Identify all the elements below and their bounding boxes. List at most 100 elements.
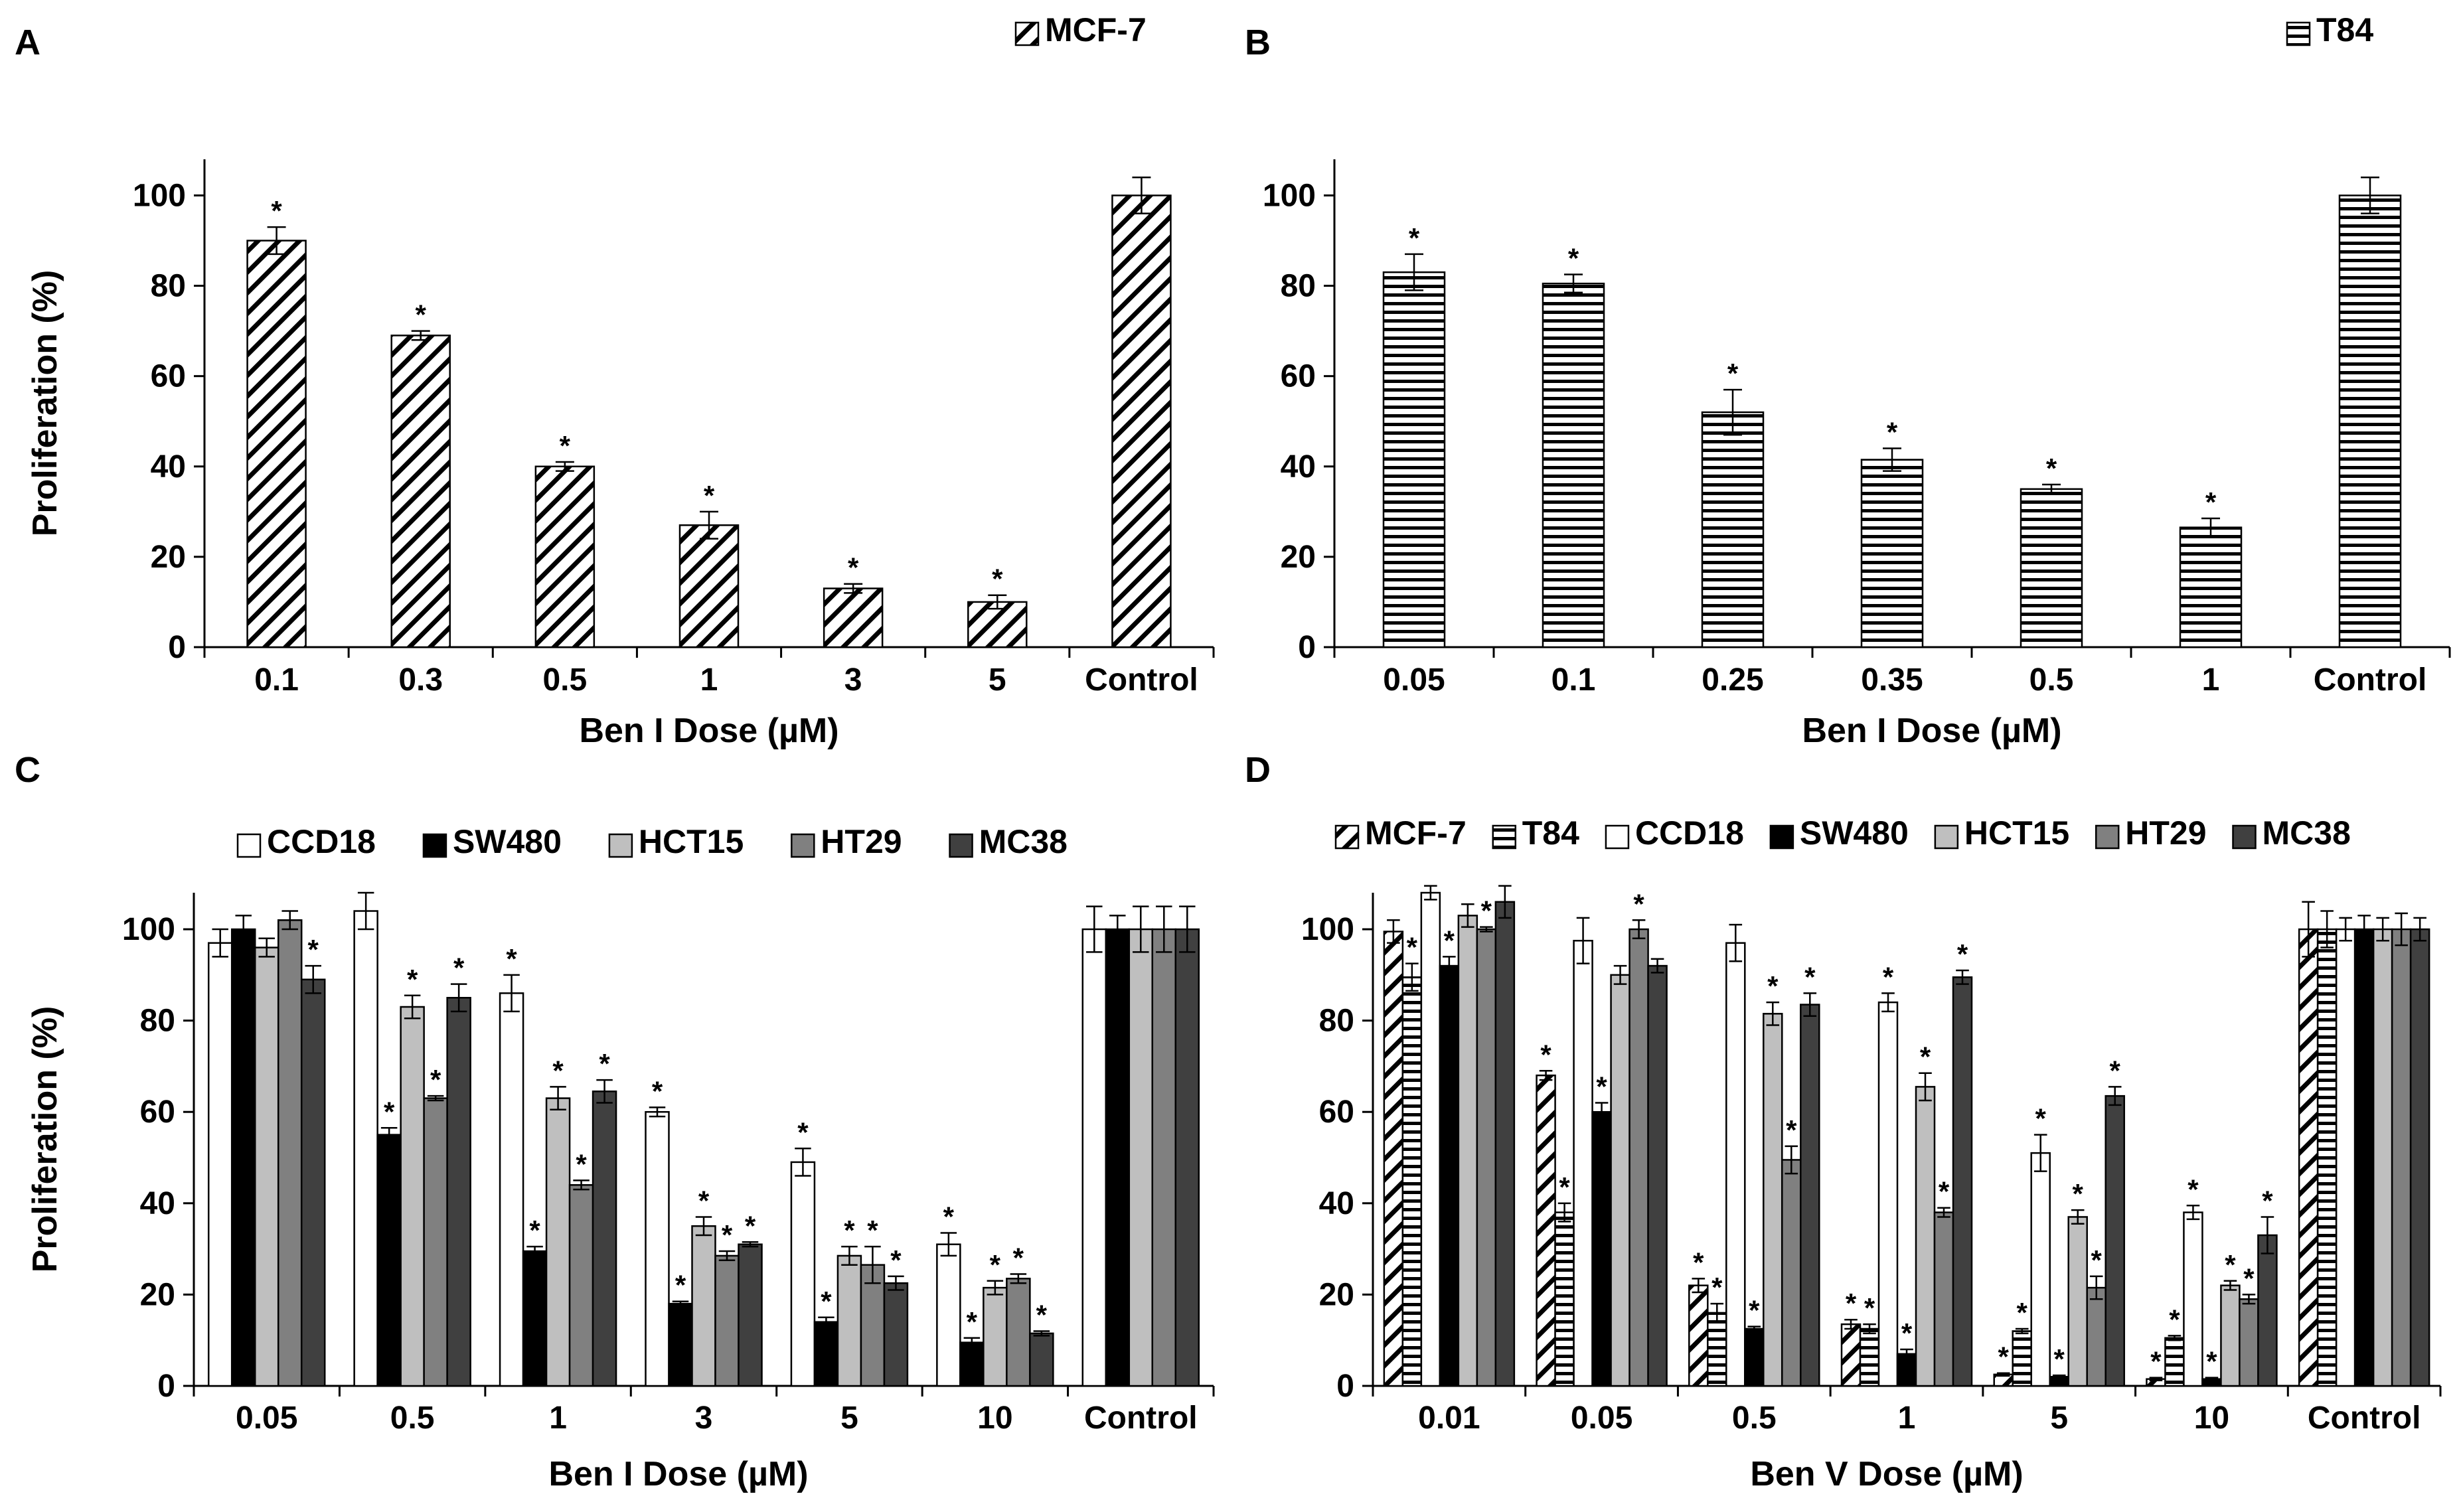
significance-star: * [2169, 1304, 2180, 1335]
bar-ccd18-control [1081, 928, 1107, 1387]
y-tick-label: 100 [1301, 912, 1354, 947]
bar-mc38-0.5 [1800, 1004, 1820, 1387]
bar-ccd18-0.01 [1420, 891, 1441, 1387]
significance-star: * [1749, 1295, 1760, 1326]
x-tick-label: Control [2314, 662, 2427, 698]
bar-t84-0.35 [1860, 459, 1924, 648]
significance-star: * [890, 1245, 902, 1276]
bar-t84-5 [2012, 1330, 2032, 1387]
bar-t84-0.05 [1554, 1211, 1575, 1387]
legend-swatch [422, 833, 447, 858]
legend-label: HCT15 [639, 823, 744, 860]
significance-star: * [1444, 925, 1455, 956]
legend-swatch [2232, 824, 2257, 850]
significance-star: * [529, 1215, 540, 1246]
significance-star: * [2054, 1343, 2065, 1375]
significance-star: * [2110, 1055, 2121, 1086]
x-tick-label: 0.1 [1551, 662, 1596, 698]
x-tick-label: 10 [977, 1400, 1012, 1436]
significance-star: * [675, 1270, 686, 1301]
y-tick-label: 80 [1281, 269, 1316, 304]
x-tick-label: Control [2308, 1400, 2421, 1436]
bar-ccd18-0.05 [207, 942, 233, 1387]
bar-sw480-0.01 [1439, 964, 1460, 1387]
legend-swatch [1334, 824, 1360, 850]
y-tick-label: 20 [1281, 540, 1316, 575]
y-axis-title: Proliferation (%) [26, 270, 64, 537]
bar-hct15-10 [983, 1286, 1008, 1387]
legend-swatch [949, 833, 973, 858]
bar-mcf-7-control [2298, 928, 2319, 1387]
bar-mcf-7-0.05 [1536, 1074, 1556, 1387]
significance-star: * [943, 1201, 955, 1233]
significance-star: * [704, 480, 715, 511]
significance-star: * [1481, 895, 1492, 927]
legend-swatch [1769, 824, 1794, 850]
bar-mc38-1 [592, 1091, 617, 1387]
y-tick-label: 80 [1319, 1004, 1354, 1039]
legend-swatch [1934, 824, 1959, 850]
x-tick-label: 0.3 [398, 662, 443, 698]
bar-sw480-1 [522, 1250, 548, 1387]
x-tick-label: 0.05 [236, 1400, 297, 1436]
bar-ccd18-5 [790, 1161, 816, 1387]
significance-star: * [416, 299, 427, 331]
significance-star: * [652, 1075, 663, 1106]
y-tick-label: 80 [140, 1004, 175, 1039]
significance-star: * [1568, 243, 1579, 274]
significance-star: * [745, 1210, 756, 1241]
x-tick-label: 0.05 [1571, 1400, 1632, 1436]
significance-star: * [722, 1219, 733, 1250]
bar-mc38-control [2409, 928, 2430, 1387]
bar-sw480-3 [668, 1302, 693, 1387]
bar-hct15-control [2372, 928, 2393, 1387]
bar-hct15-0.5 [400, 1006, 425, 1387]
x-tick-label: 1 [549, 1400, 567, 1436]
bar-sw480-control [2353, 928, 2375, 1387]
bar-sw480-5 [813, 1321, 839, 1387]
significance-star: * [1846, 1288, 1857, 1319]
legend-label: T84 [2316, 11, 2373, 48]
significance-star: * [848, 552, 859, 583]
significance-star: * [2187, 1173, 2199, 1205]
significance-star: * [1540, 1039, 1551, 1070]
significance-star: * [1727, 358, 1739, 389]
significance-star: * [2017, 1297, 2028, 1328]
x-tick-label: 1 [1898, 1400, 1916, 1436]
bar-ht29-10 [1006, 1278, 1031, 1387]
y-tick-label: 100 [1263, 178, 1316, 213]
bar-hct15-10 [2220, 1284, 2241, 1387]
significance-star: * [1920, 1041, 1931, 1073]
y-tick-label: 40 [1281, 449, 1316, 485]
significance-star: * [1998, 1341, 2010, 1373]
x-tick-label: 0.05 [1383, 662, 1445, 698]
bar-hct15-1 [545, 1097, 571, 1387]
bar-mc38-10 [1029, 1332, 1054, 1387]
bar-ht29-0.5 [423, 1097, 448, 1387]
significance-star: * [1036, 1299, 1048, 1330]
x-tick-label: 0.5 [1732, 1400, 1777, 1436]
bar-sw480-10 [959, 1341, 985, 1387]
bar-hct15-0.05 [1610, 974, 1630, 1387]
x-tick-label: 5 [989, 662, 1006, 698]
bar-ccd18-10 [2183, 1211, 2203, 1387]
x-tick-label: 3 [695, 1400, 713, 1436]
bar-ht29-control [2391, 928, 2412, 1387]
bar-mcf-7-0.5 [1688, 1284, 1709, 1387]
significance-star: * [1957, 939, 1968, 970]
y-tick-label: 0 [1298, 630, 1316, 665]
panel-letter: C [15, 750, 40, 790]
significance-star: * [506, 943, 517, 974]
x-tick-label: 10 [2194, 1400, 2229, 1436]
bar-mcf-7-1 [1840, 1323, 1862, 1387]
bar-mc38-0.05 [1647, 964, 1668, 1387]
significance-star: * [1939, 1176, 1950, 1207]
bar-mc38-5 [2105, 1095, 2125, 1387]
significance-star: * [1864, 1292, 1875, 1323]
panel-letter: B [1245, 23, 1271, 62]
significance-star: * [1887, 417, 1898, 448]
y-tick-label: 40 [140, 1186, 175, 1221]
significance-star: * [1013, 1242, 1024, 1273]
x-axis-title: Ben I Dose (µM) [548, 1455, 808, 1493]
